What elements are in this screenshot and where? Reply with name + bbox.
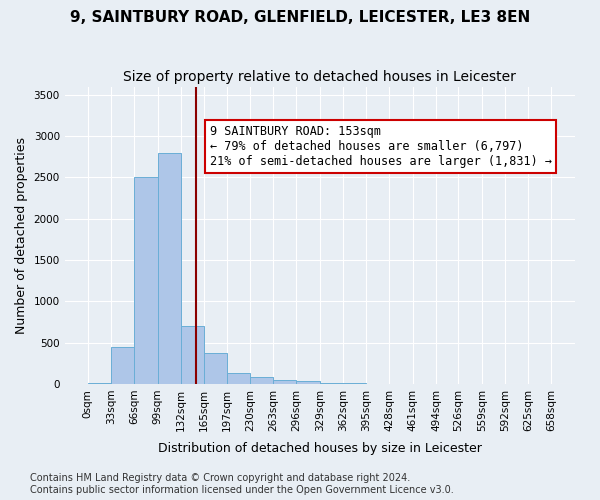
- Bar: [134, 178, 158, 384]
- Bar: [320, 382, 343, 384]
- Bar: [158, 152, 181, 384]
- Bar: [227, 373, 250, 384]
- Bar: [88, 383, 111, 384]
- Bar: [250, 378, 273, 384]
- Bar: [181, 326, 204, 384]
- Bar: [273, 380, 296, 384]
- Bar: [296, 382, 320, 384]
- Text: 9, SAINTBURY ROAD, GLENFIELD, LEICESTER, LE3 8EN: 9, SAINTBURY ROAD, GLENFIELD, LEICESTER,…: [70, 10, 530, 25]
- Bar: [111, 346, 134, 384]
- Text: 9 SAINTBURY ROAD: 153sqm
← 79% of detached houses are smaller (6,797)
21% of sem: 9 SAINTBURY ROAD: 153sqm ← 79% of detach…: [209, 125, 551, 168]
- Text: Contains HM Land Registry data © Crown copyright and database right 2024.
Contai: Contains HM Land Registry data © Crown c…: [30, 474, 454, 495]
- Y-axis label: Number of detached properties: Number of detached properties: [15, 136, 28, 334]
- Title: Size of property relative to detached houses in Leicester: Size of property relative to detached ho…: [123, 70, 516, 84]
- Bar: [204, 352, 227, 384]
- X-axis label: Distribution of detached houses by size in Leicester: Distribution of detached houses by size …: [158, 442, 482, 455]
